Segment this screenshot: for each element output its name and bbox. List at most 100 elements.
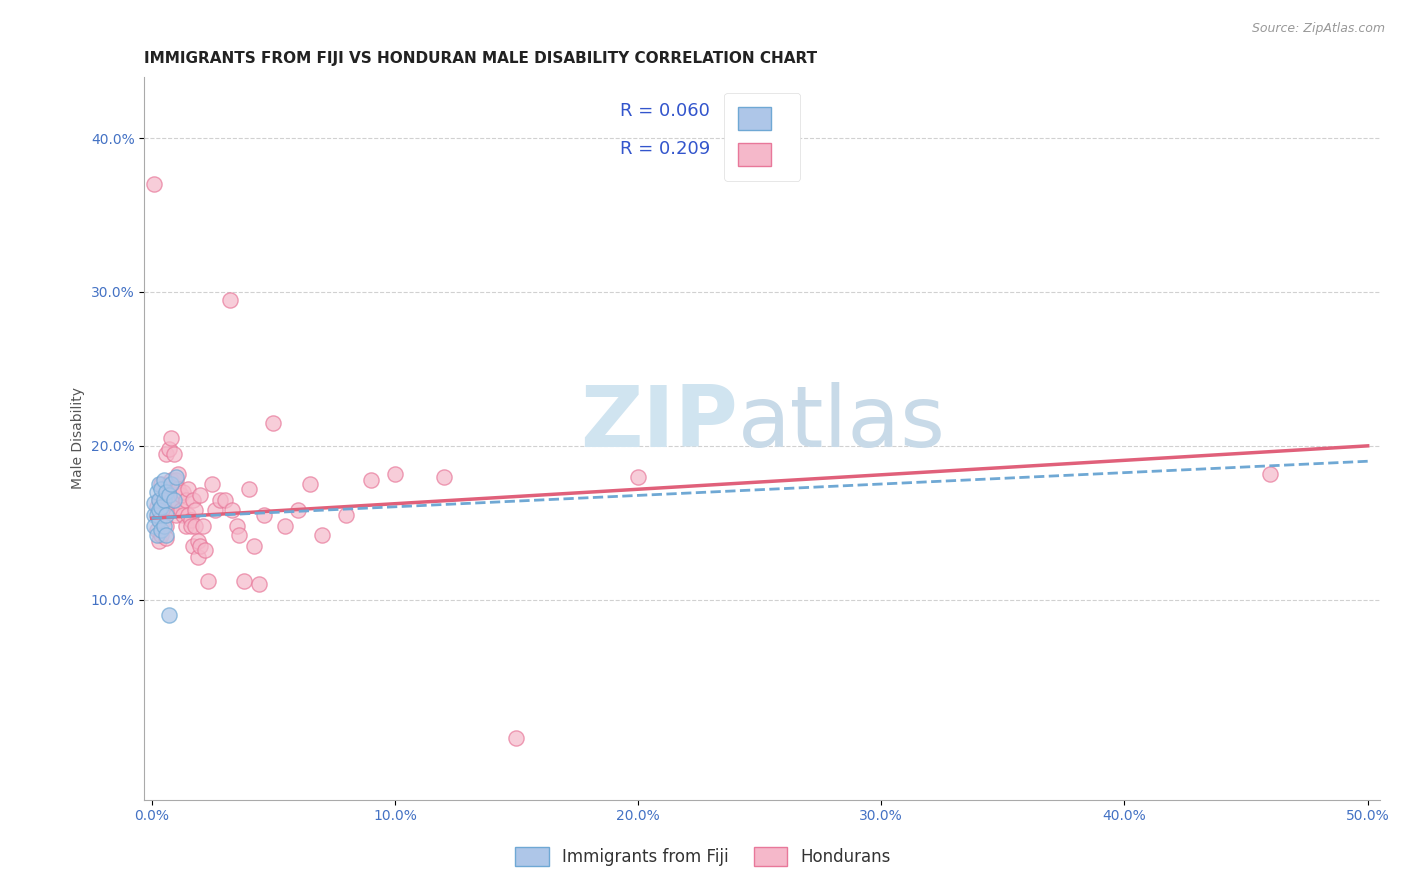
- Point: [221, 503, 243, 517]
- Point: [187, 549, 209, 564]
- Point: [180, 519, 202, 533]
- Point: [181, 492, 204, 507]
- Point: [143, 496, 166, 510]
- Point: [143, 519, 166, 533]
- Point: [170, 488, 193, 502]
- Point: [153, 513, 176, 527]
- Point: [177, 508, 200, 522]
- Point: [148, 508, 170, 522]
- Point: [174, 519, 197, 533]
- Point: [157, 442, 180, 456]
- Y-axis label: Male Disability: Male Disability: [72, 387, 86, 489]
- Point: [262, 416, 284, 430]
- Point: [174, 492, 197, 507]
- Point: [157, 477, 180, 491]
- Point: [162, 492, 184, 507]
- Point: [188, 488, 211, 502]
- Point: [218, 293, 240, 307]
- Point: [177, 482, 200, 496]
- Point: [160, 477, 183, 491]
- Point: [170, 503, 193, 517]
- Point: [162, 485, 184, 500]
- Point: [150, 500, 173, 515]
- Point: [155, 528, 177, 542]
- Point: [167, 467, 190, 481]
- Point: [243, 539, 266, 553]
- Point: [311, 528, 333, 542]
- Point: [143, 178, 166, 192]
- Point: [160, 496, 183, 510]
- Point: [274, 519, 297, 533]
- Point: [184, 503, 207, 517]
- Point: [155, 508, 177, 522]
- Text: ZIP: ZIP: [579, 382, 737, 466]
- Point: [228, 528, 250, 542]
- Point: [165, 492, 187, 507]
- Point: [172, 485, 194, 500]
- Legend:  ,  : ,: [724, 93, 800, 181]
- Point: [153, 519, 176, 533]
- Point: [214, 492, 236, 507]
- Point: [287, 503, 309, 517]
- Point: [145, 524, 167, 538]
- Text: atlas: atlas: [737, 382, 945, 466]
- Point: [150, 528, 173, 542]
- Point: [627, 469, 650, 483]
- Point: [191, 519, 214, 533]
- Point: [247, 577, 270, 591]
- Point: [238, 482, 260, 496]
- Legend: Immigrants from Fiji, Hondurans: Immigrants from Fiji, Hondurans: [508, 838, 898, 875]
- Point: [160, 431, 183, 445]
- Point: [201, 477, 224, 491]
- Text: R = 0.209   N = 75: R = 0.209 N = 75: [620, 140, 790, 158]
- Point: [194, 543, 217, 558]
- Point: [432, 469, 454, 483]
- Text: Source: ZipAtlas.com: Source: ZipAtlas.com: [1251, 22, 1385, 36]
- Point: [204, 503, 226, 517]
- Point: [148, 513, 170, 527]
- Point: [153, 488, 176, 502]
- Point: [145, 508, 167, 522]
- Point: [155, 531, 177, 545]
- Point: [360, 473, 382, 487]
- Text: IMMIGRANTS FROM FIJI VS HONDURAN MALE DISABILITY CORRELATION CHART: IMMIGRANTS FROM FIJI VS HONDURAN MALE DI…: [145, 51, 817, 66]
- Point: [153, 500, 176, 515]
- Point: [150, 508, 173, 522]
- Point: [181, 539, 204, 553]
- Point: [335, 508, 357, 522]
- Point: [150, 524, 173, 538]
- Point: [148, 477, 170, 491]
- Point: [148, 492, 170, 507]
- Point: [180, 513, 202, 527]
- Point: [165, 473, 187, 487]
- Point: [157, 608, 180, 623]
- Point: [252, 508, 274, 522]
- Point: [157, 488, 180, 502]
- Point: [298, 477, 321, 491]
- Point: [233, 574, 256, 589]
- Point: [165, 508, 187, 522]
- Point: [1260, 467, 1282, 481]
- Point: [153, 473, 176, 487]
- Point: [167, 482, 190, 496]
- Point: [172, 508, 194, 522]
- Point: [148, 492, 170, 507]
- Point: [208, 492, 231, 507]
- Point: [145, 500, 167, 515]
- Point: [145, 528, 167, 542]
- Point: [155, 519, 177, 533]
- Point: [150, 482, 173, 496]
- Point: [197, 574, 219, 589]
- Point: [143, 508, 166, 522]
- Point: [188, 539, 211, 553]
- Point: [145, 485, 167, 500]
- Point: [153, 492, 176, 507]
- Point: [384, 467, 406, 481]
- Point: [148, 503, 170, 517]
- Point: [187, 534, 209, 549]
- Point: [157, 500, 180, 515]
- Point: [165, 469, 187, 483]
- Point: [184, 519, 207, 533]
- Point: [162, 492, 184, 507]
- Point: [155, 485, 177, 500]
